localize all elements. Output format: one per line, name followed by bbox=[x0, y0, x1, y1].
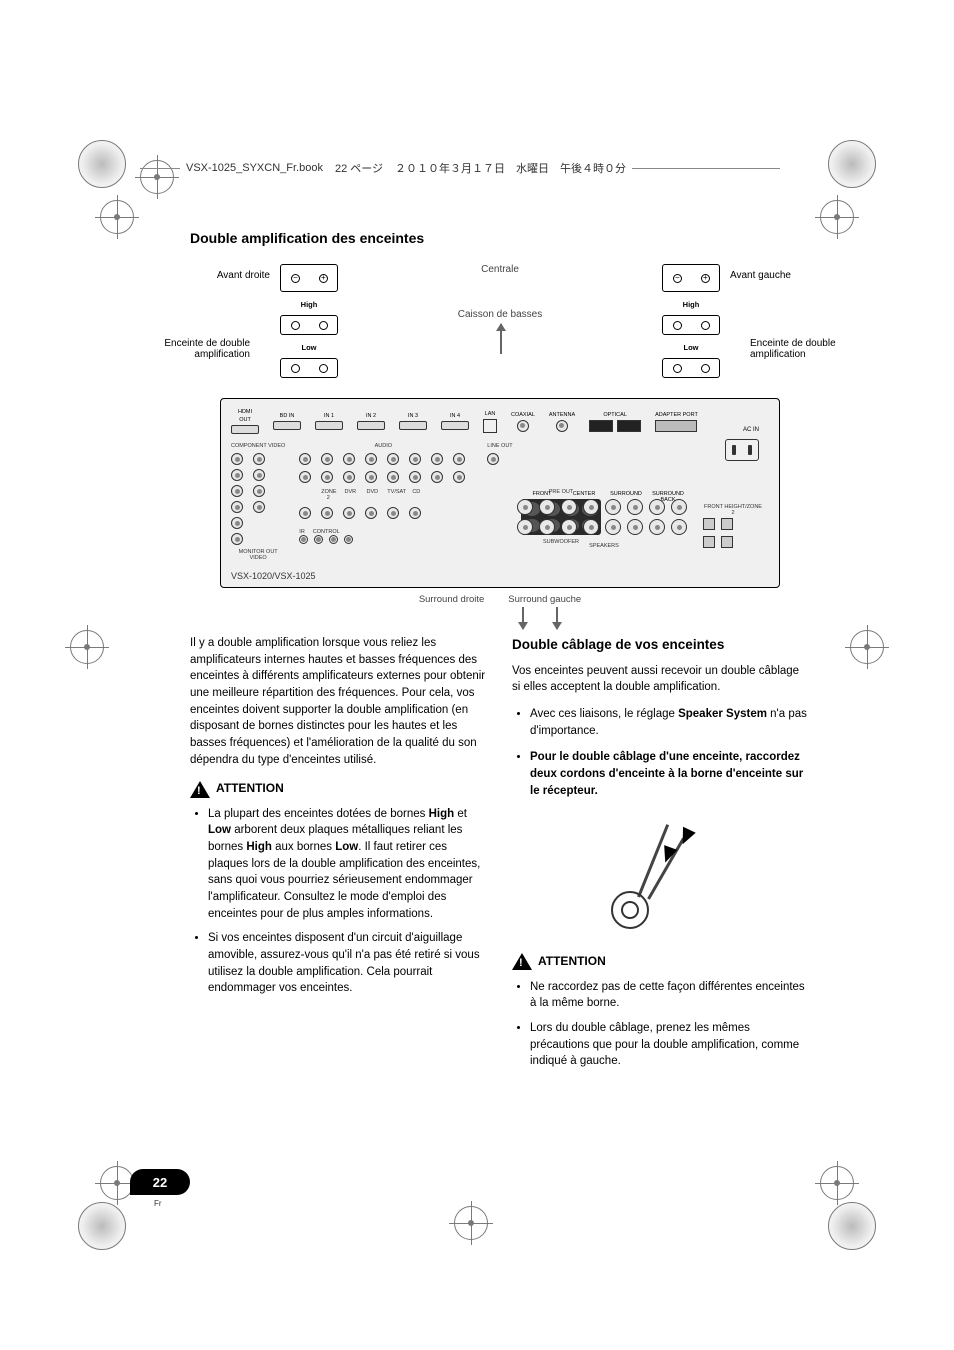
biamp-diagram: Avant droite Avant gauche Enceinte de do… bbox=[220, 264, 780, 605]
crop-decoration bbox=[828, 140, 876, 188]
left-column: Il y a double amplification lorsque vous… bbox=[190, 635, 488, 1080]
right-column: Double câblage de vos enceintes Vos ence… bbox=[512, 635, 810, 1080]
registration-mark bbox=[820, 1166, 854, 1200]
label-front-left: Avant gauche bbox=[730, 270, 840, 281]
crop-decoration bbox=[78, 140, 126, 188]
biwire-note: Avec ces liaisons, le réglage Speaker Sy… bbox=[530, 706, 810, 739]
page-lang: Fr bbox=[154, 1199, 162, 1208]
attention2-item-2: Lors du double câblage, prenez les mêmes… bbox=[530, 1020, 810, 1070]
label-biamp-right: Enceinte de double amplification bbox=[130, 338, 250, 360]
speaker-right-stack: High Low bbox=[280, 264, 338, 378]
page-header: VSX-1025_SYXCN_Fr.book 22 ページ ２０１０年３月１７日… bbox=[140, 160, 780, 176]
biwire-figure bbox=[591, 809, 731, 939]
speaker-terminal-grid bbox=[517, 499, 689, 535]
attention-item-1: La plupart des enceintes dotées de borne… bbox=[208, 806, 488, 923]
front-height-terminals: FRONT HEIGHT/ZONE 2 bbox=[703, 504, 763, 554]
biwire-paragraph: Vos enceintes peuvent aussi recevoir un … bbox=[512, 663, 810, 696]
crop-decoration bbox=[78, 1202, 126, 1250]
registration-mark bbox=[454, 1206, 488, 1240]
header-pageref: 22 ページ bbox=[329, 160, 389, 176]
intro-paragraph: Il y a double amplification lorsque vous… bbox=[190, 635, 488, 768]
receiver-back-panel: HDMIOUT BD IN IN 1 IN 2 IN 3 IN 4 LAN CO… bbox=[220, 398, 780, 588]
attention-item-2: Si vos enceintes disposent d'un circuit … bbox=[208, 930, 488, 997]
registration-mark bbox=[820, 200, 854, 234]
label-surround-right: Surround droite bbox=[419, 594, 484, 605]
registration-mark bbox=[100, 200, 134, 234]
header-date: ２０１０年３月１７日 水曜日 午後４時０分 bbox=[389, 160, 632, 176]
model-label: VSX-1020/VSX-1025 bbox=[231, 571, 316, 581]
attention-heading: ATTENTION bbox=[190, 780, 488, 797]
warning-icon bbox=[190, 781, 210, 798]
biwire-step: Pour le double câblage d'une enceinte, r… bbox=[530, 749, 810, 799]
registration-mark bbox=[70, 630, 104, 664]
speaker-left-stack: High Low bbox=[662, 264, 720, 378]
header-filename: VSX-1025_SYXCN_Fr.book bbox=[180, 162, 329, 174]
label-biamp-left: Enceinte de double amplification bbox=[750, 338, 870, 360]
section-title: Double amplification des enceintes bbox=[190, 230, 810, 246]
attention2-item-1: Ne raccordez pas de cette façon différen… bbox=[530, 979, 810, 1012]
warning-icon bbox=[512, 953, 532, 970]
crop-decoration bbox=[828, 1202, 876, 1250]
attention-heading-2: ATTENTION bbox=[512, 953, 810, 970]
center-labels: Centrale Caisson de basses bbox=[458, 264, 543, 354]
label-surround-left: Surround gauche bbox=[508, 594, 581, 605]
registration-mark bbox=[100, 1166, 134, 1200]
page-number-badge: 22 bbox=[130, 1169, 190, 1195]
label-front-right: Avant droite bbox=[160, 270, 270, 281]
registration-mark bbox=[850, 630, 884, 664]
biwire-title: Double câblage de vos enceintes bbox=[512, 635, 810, 655]
